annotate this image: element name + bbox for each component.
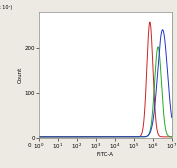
Text: (x 10¹): (x 10¹) <box>0 6 13 10</box>
Y-axis label: Count: Count <box>18 67 23 83</box>
Text: 0: 0 <box>28 143 31 148</box>
X-axis label: FITC-A: FITC-A <box>97 152 114 157</box>
